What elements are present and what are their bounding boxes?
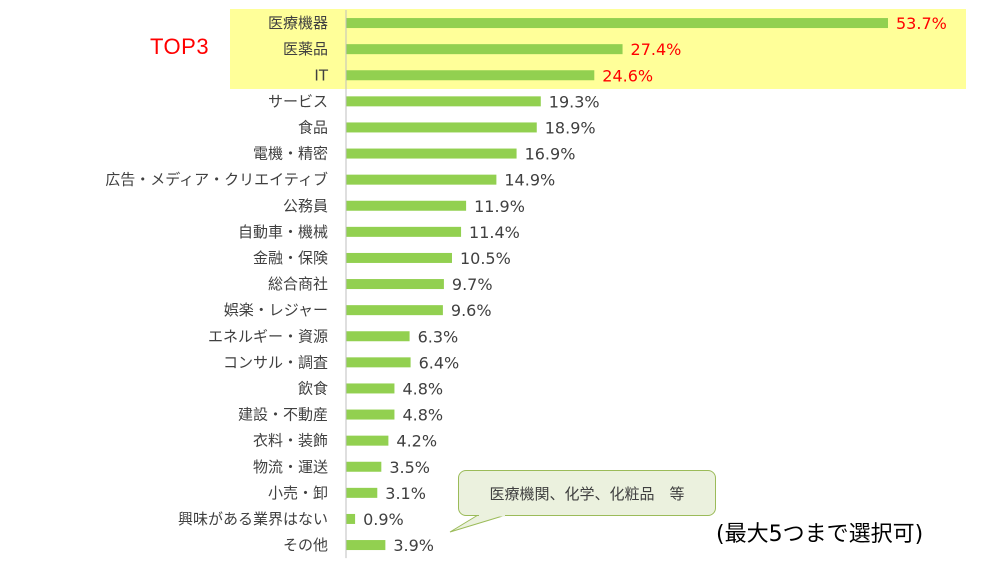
- category-label: 医療機器: [268, 14, 328, 32]
- bar-series: [346, 18, 888, 551]
- category-label: 食品: [298, 118, 328, 136]
- value-label: 4.8%: [402, 406, 443, 425]
- category-label: 電機・精密: [253, 145, 328, 163]
- value-label: 11.4%: [469, 223, 520, 242]
- bar: [346, 331, 410, 342]
- value-label: 18.9%: [545, 118, 596, 137]
- value-label: 10.5%: [460, 249, 511, 268]
- value-label: 9.6%: [451, 301, 492, 320]
- category-label: 衣料・装飾: [253, 432, 328, 450]
- category-label: エネルギー・資源: [208, 327, 328, 345]
- bar: [346, 461, 382, 472]
- value-label: 14.9%: [504, 171, 555, 190]
- category-label: 公務員: [283, 197, 328, 215]
- category-label: 自動車・機械: [238, 223, 328, 241]
- category-label: その他: [283, 536, 328, 554]
- bar: [346, 174, 497, 185]
- bar: [346, 383, 395, 394]
- bar: [346, 44, 623, 55]
- selection-note: (最大5つまで選択可): [716, 522, 924, 547]
- bar: [346, 305, 443, 316]
- category-label: 金融・保険: [253, 249, 328, 267]
- bar: [346, 96, 541, 107]
- category-label: サービス: [268, 92, 328, 110]
- bar: [346, 409, 395, 420]
- bar: [346, 513, 356, 524]
- value-labels: 53.7% 27.4% 24.6%19.3% 18.9% 16.9% 14.9% 11.9%…: [363, 14, 947, 555]
- bar: [346, 200, 467, 211]
- category-label: 娯楽・レジャー: [224, 301, 328, 319]
- value-label: 53.7%: [896, 14, 947, 33]
- category-label: 物流・運送: [253, 458, 328, 476]
- value-label: 3.5%: [389, 458, 430, 477]
- value-label: 3.1%: [385, 484, 426, 503]
- bar: [346, 18, 888, 29]
- bar: [346, 540, 386, 551]
- category-label: コンサル・調査: [223, 353, 328, 371]
- value-label: 19.3%: [549, 92, 600, 111]
- bar: [346, 252, 452, 263]
- category-label: 小売・卸: [268, 484, 328, 502]
- value-label: 0.9%: [363, 510, 404, 529]
- bar: [346, 226, 462, 237]
- value-label: 4.8%: [402, 379, 443, 398]
- value-label: 27.4%: [631, 40, 682, 59]
- value-label: 24.6%: [602, 66, 653, 85]
- top3-label: TOP3: [150, 34, 210, 59]
- others-callout: 医療機関、化学、化粧品 等: [458, 470, 716, 516]
- bar: [346, 122, 537, 133]
- category-label: 総合商社: [268, 275, 328, 293]
- value-label: 6.4%: [419, 353, 460, 372]
- category-label: 広告・メディア・クリエイティブ: [105, 171, 328, 189]
- value-label: 3.9%: [393, 536, 434, 555]
- bar: [346, 487, 378, 498]
- bar: [346, 435, 389, 446]
- bar: [346, 279, 444, 290]
- value-label: 11.9%: [474, 197, 525, 216]
- category-label: IT: [314, 66, 328, 84]
- category-label: 飲食: [298, 379, 328, 397]
- bar: [346, 357, 411, 368]
- value-label: 9.7%: [452, 275, 493, 294]
- category-label: 医薬品: [283, 40, 328, 58]
- value-label: 6.3%: [418, 327, 459, 346]
- bar: [346, 70, 595, 81]
- value-label: 4.2%: [396, 432, 437, 451]
- value-label: 16.9%: [525, 145, 576, 164]
- category-label: 建設・不動産: [238, 406, 328, 424]
- bar: [346, 148, 517, 159]
- category-label: 興味がある業界はない: [178, 510, 328, 528]
